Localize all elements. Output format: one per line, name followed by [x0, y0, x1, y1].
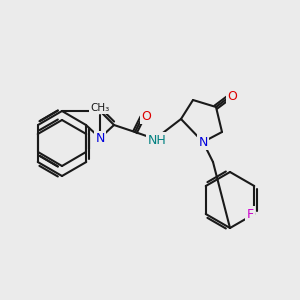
Text: F: F — [247, 208, 254, 220]
Text: O: O — [141, 110, 151, 122]
Text: O: O — [227, 89, 237, 103]
Text: N: N — [198, 136, 208, 148]
Text: N: N — [95, 133, 105, 146]
Text: CH₃: CH₃ — [90, 103, 110, 113]
Text: NH: NH — [148, 134, 166, 146]
